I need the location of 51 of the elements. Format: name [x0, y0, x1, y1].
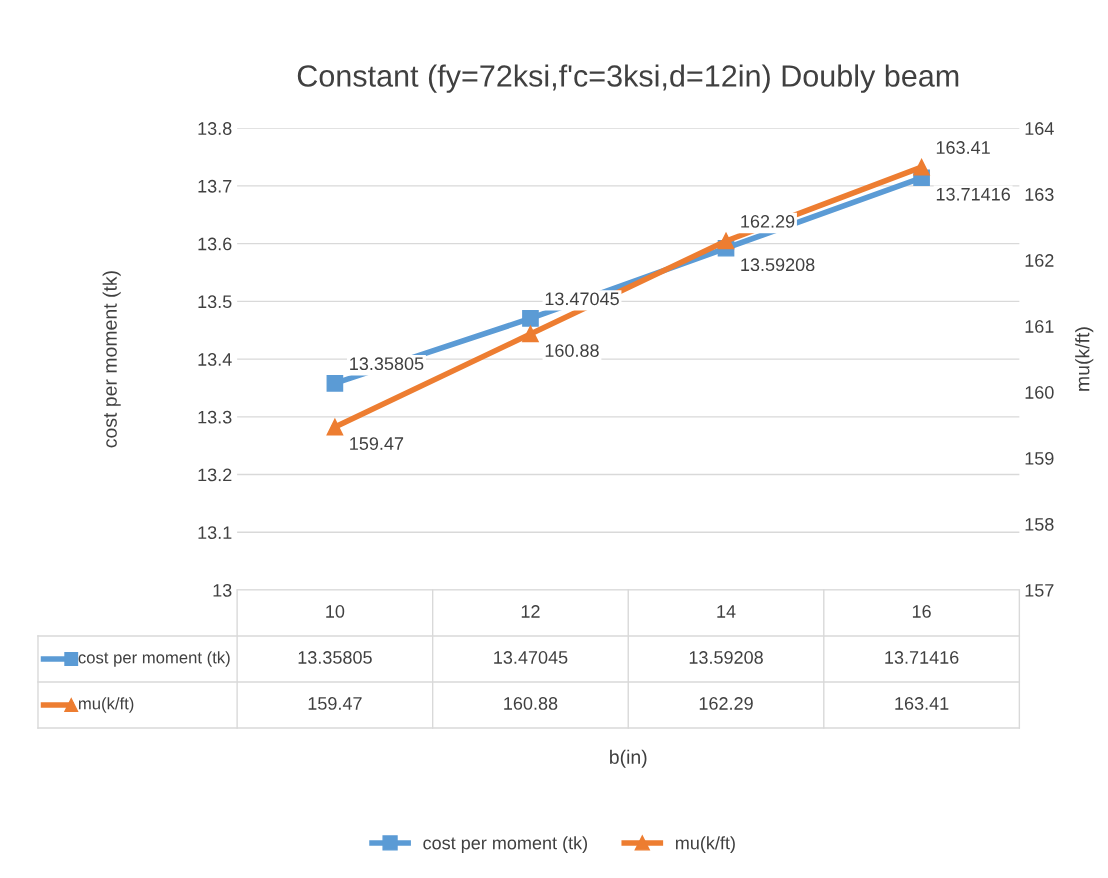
y2-tick-label: 162 — [1025, 254, 1054, 267]
y-tick-label: 13.8 — [198, 122, 232, 135]
data-label: 159.47 — [308, 697, 362, 710]
y-tick-label: 13.1 — [198, 526, 232, 540]
y2-axis-title: mu(k/ft) — [1075, 327, 1094, 391]
annotation: 13.71416 — [936, 187, 1010, 201]
y-tick-label: 13.2 — [198, 468, 232, 482]
point — [326, 374, 344, 392]
y2-tick-label: 164 — [1025, 122, 1054, 135]
legend-label: cost per moment (tk) — [78, 651, 230, 667]
annotation: 13.47045 — [545, 292, 619, 306]
y-tick-label: 13.7 — [198, 179, 232, 193]
y-axis-title: cost per moment (tk) — [102, 271, 121, 448]
y-tick-label: 13.5 — [198, 295, 232, 309]
point — [717, 232, 735, 250]
data-label: 160.88 — [504, 697, 558, 710]
text: cost per moment (tk) — [423, 836, 588, 853]
x-tick-label: 16 — [912, 605, 931, 618]
y2-tick-label: 158 — [1025, 517, 1054, 531]
legend-label: mu(k/ft) — [78, 697, 134, 713]
x-tick-label: 10 — [326, 605, 345, 618]
y-tick-label: 13.6 — [198, 237, 232, 251]
data-label: 13.59208 — [689, 651, 763, 664]
point — [522, 325, 539, 343]
y-tick-label: 13.4 — [198, 353, 232, 366]
y2-tick-label: 159 — [1025, 452, 1054, 465]
data-label: 13.35805 — [298, 651, 372, 664]
annotation: 159.47 — [350, 437, 404, 450]
y-tick-label: 13 — [213, 583, 232, 597]
annotation: 160.88 — [545, 344, 599, 357]
data-label: 162.29 — [699, 697, 753, 710]
annotation: 162.29 — [741, 215, 795, 228]
x-tick-label: 14 — [717, 605, 736, 618]
y2-tick-label: 160 — [1025, 386, 1054, 399]
chart-title: Constant (fy=72ksi,f'c=3ksi,d=12in) Doubly beam — [297, 64, 959, 93]
point — [522, 310, 539, 327]
y2-tick-label: 161 — [1025, 320, 1054, 333]
data-label: 13.47045 — [494, 651, 568, 664]
y-tick-label: 13.3 — [198, 410, 232, 424]
point — [913, 158, 930, 176]
text: mu(k/ft) — [675, 836, 735, 853]
point — [326, 418, 344, 436]
annotation: 163.41 — [936, 141, 990, 154]
data-label: 163.41 — [895, 697, 949, 710]
y2-tick-label: 157 — [1025, 584, 1054, 597]
annotation: 13.35805 — [350, 357, 424, 371]
x-tick-label: 12 — [521, 605, 540, 618]
y2-tick-label: 163 — [1025, 188, 1054, 201]
annotation: 13.59208 — [741, 258, 815, 272]
text: b(in) — [610, 749, 647, 768]
data-label: 13.71416 — [885, 651, 959, 664]
